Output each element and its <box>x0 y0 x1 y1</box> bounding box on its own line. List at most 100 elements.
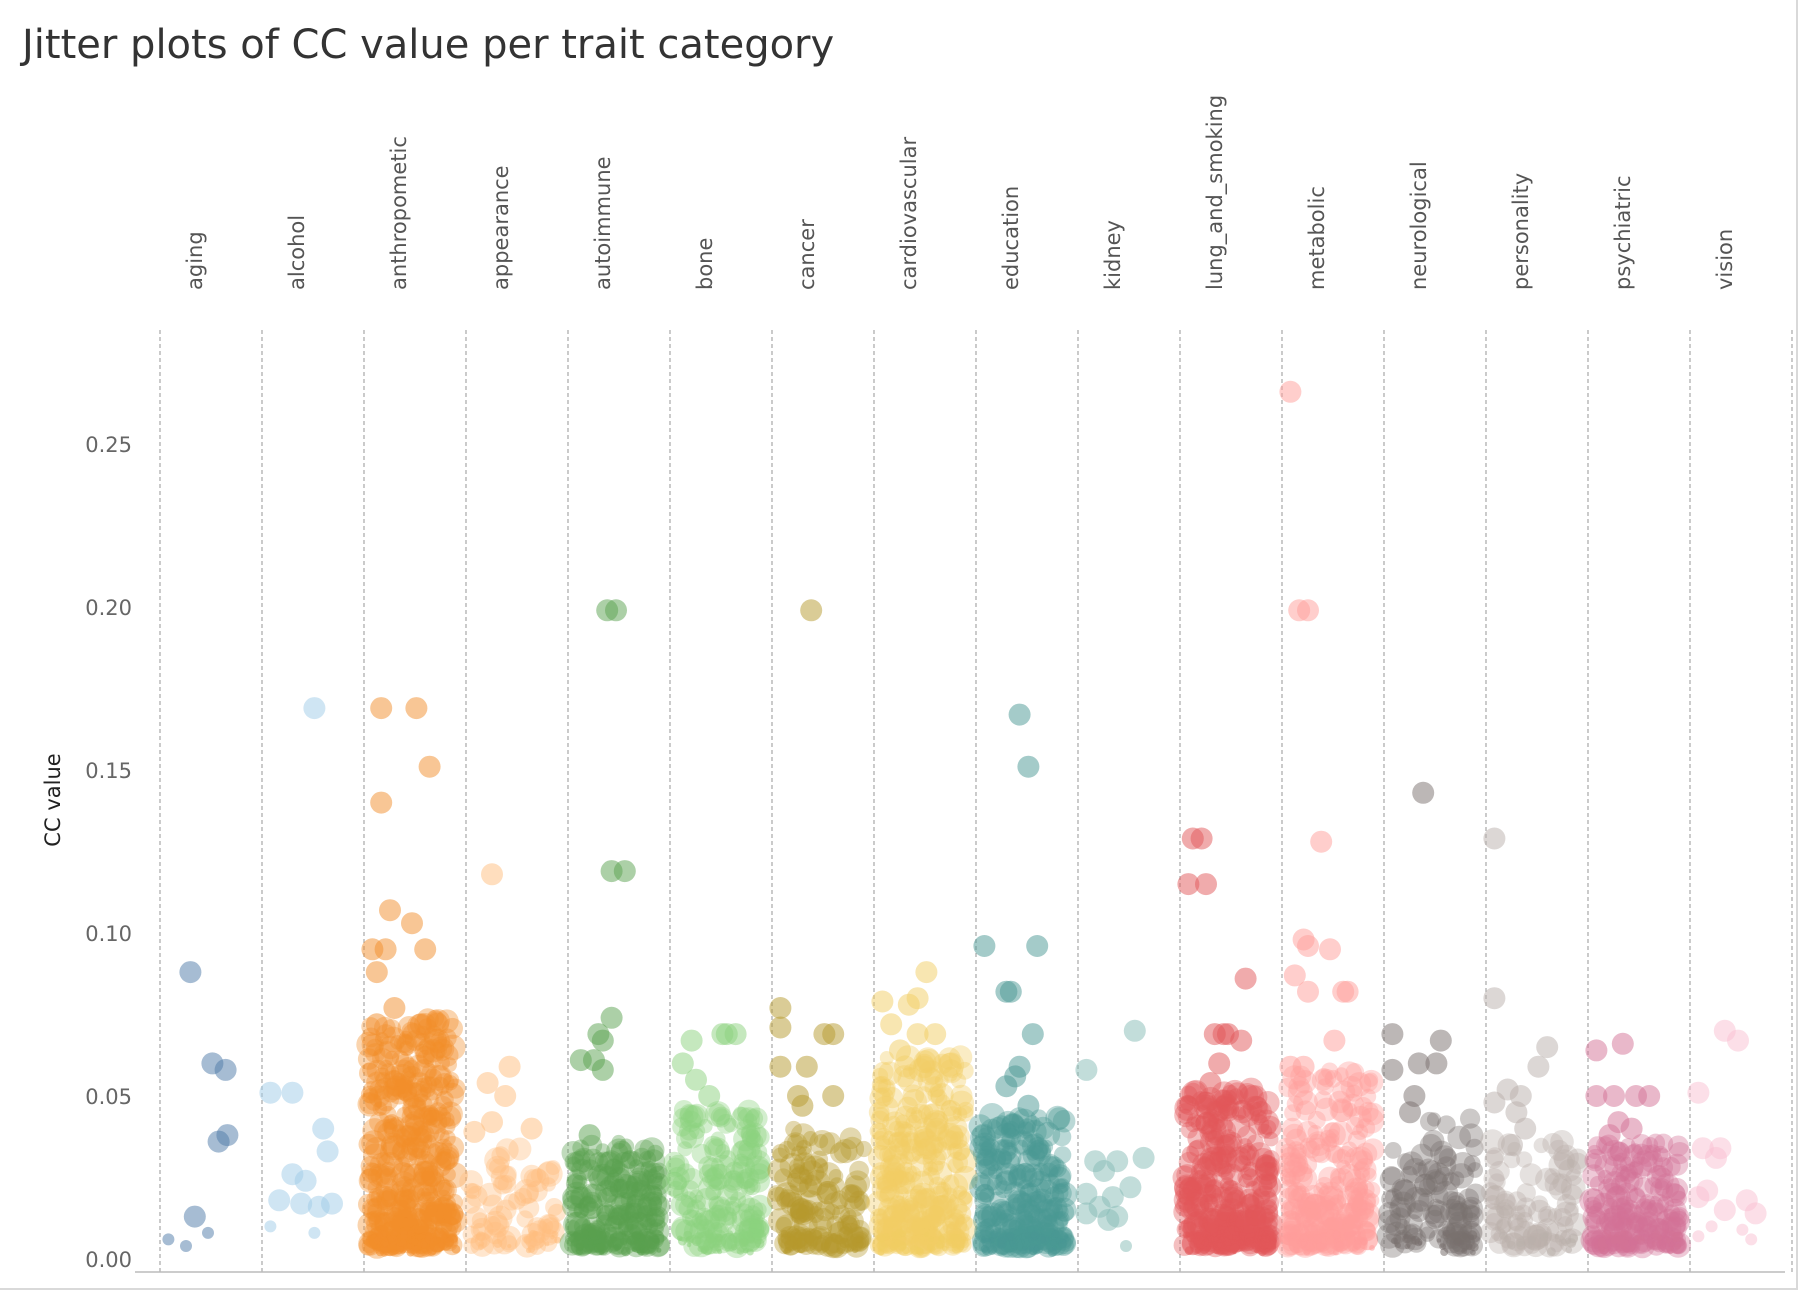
data-point <box>441 1167 456 1182</box>
data-point <box>374 1077 396 1099</box>
data-point <box>647 1196 663 1211</box>
data-point <box>890 1174 911 1195</box>
data-point <box>384 1114 400 1130</box>
data-point <box>929 1083 944 1098</box>
data-point <box>571 1158 593 1181</box>
data-point <box>1213 1211 1238 1236</box>
data-point <box>412 1202 429 1219</box>
data-point <box>914 1053 935 1073</box>
data-point <box>571 1147 596 1173</box>
data-point <box>942 1187 958 1203</box>
data-point <box>1239 1077 1264 1103</box>
data-point <box>1216 1203 1237 1224</box>
data-point <box>402 1082 429 1108</box>
data-point <box>1026 1142 1052 1167</box>
data-point <box>538 1218 554 1234</box>
data-point <box>1258 1171 1277 1190</box>
data-point <box>1485 1184 1506 1206</box>
data-point <box>1220 1185 1246 1210</box>
data-point <box>739 1208 760 1229</box>
data-point <box>1180 1176 1198 1195</box>
data-point <box>518 1183 539 1204</box>
data-point <box>1020 1163 1045 1188</box>
data-point <box>1651 1241 1658 1247</box>
data-point <box>1237 1167 1259 1188</box>
data-point <box>994 1180 1013 1199</box>
data-point <box>604 1194 630 1220</box>
data-point <box>816 1183 838 1205</box>
data-point <box>400 1066 424 1089</box>
data-point <box>1295 1248 1300 1254</box>
data-point <box>567 1173 583 1189</box>
data-point <box>624 1210 649 1235</box>
data-point <box>1258 1248 1267 1257</box>
data-point <box>610 1205 632 1226</box>
data-point <box>407 1230 414 1237</box>
data-point <box>372 1101 388 1117</box>
data-point <box>924 1205 947 1228</box>
data-point <box>588 1152 609 1172</box>
data-point <box>386 1207 403 1224</box>
data-point <box>391 1171 417 1197</box>
data-point <box>420 1082 436 1098</box>
data-point <box>1201 1229 1211 1239</box>
data-point <box>980 1205 1003 1228</box>
data-point <box>358 1168 384 1194</box>
data-point <box>408 1082 422 1097</box>
data-point <box>1224 1216 1241 1233</box>
data-point <box>402 1217 419 1235</box>
data-point <box>416 1154 438 1176</box>
data-point <box>677 1141 693 1157</box>
data-point <box>612 1244 619 1251</box>
data-point <box>383 1070 404 1091</box>
category-label: lung_and_smoking <box>1203 95 1228 290</box>
data-point <box>357 1212 384 1238</box>
data-point <box>374 1212 397 1235</box>
data-point <box>434 1196 451 1213</box>
data-point <box>1483 827 1506 850</box>
data-point <box>921 1213 941 1234</box>
data-point <box>744 1178 759 1193</box>
data-point <box>708 1195 725 1212</box>
data-point <box>1173 1199 1198 1225</box>
data-point <box>617 1211 644 1238</box>
data-point <box>1355 1231 1361 1237</box>
data-point <box>429 1176 451 1198</box>
data-point <box>924 1076 946 1098</box>
data-point <box>1193 1200 1214 1221</box>
data-point <box>1029 1188 1054 1214</box>
data-point <box>462 1225 481 1244</box>
data-point <box>1516 1238 1525 1247</box>
data-point <box>399 1114 424 1139</box>
data-point <box>1000 1134 1016 1150</box>
data-point <box>1527 1237 1536 1245</box>
data-point <box>587 1165 609 1187</box>
data-point <box>832 1205 851 1223</box>
data-point <box>888 1120 905 1138</box>
data-point <box>787 1134 804 1152</box>
data-point <box>672 1175 688 1190</box>
data-point <box>823 1192 847 1216</box>
data-point <box>653 1237 661 1245</box>
data-point <box>918 1221 939 1243</box>
data-point <box>1292 1055 1315 1078</box>
data-point <box>1002 1142 1017 1157</box>
data-point <box>428 1141 445 1158</box>
data-point <box>789 1203 810 1224</box>
data-point <box>1022 1246 1028 1251</box>
data-point <box>1226 1082 1249 1105</box>
data-point <box>392 1201 412 1220</box>
data-point <box>830 1142 852 1164</box>
data-point <box>379 1140 406 1166</box>
data-point <box>1651 1230 1661 1240</box>
data-point <box>312 1117 335 1140</box>
data-point <box>786 1196 810 1220</box>
data-point <box>1308 1133 1326 1151</box>
data-point <box>407 1218 430 1241</box>
data-point <box>767 1158 792 1183</box>
data-point <box>471 1212 488 1229</box>
data-point <box>1001 1114 1025 1137</box>
data-point <box>941 1245 948 1252</box>
data-point <box>384 1070 406 1091</box>
data-point <box>402 1092 420 1109</box>
